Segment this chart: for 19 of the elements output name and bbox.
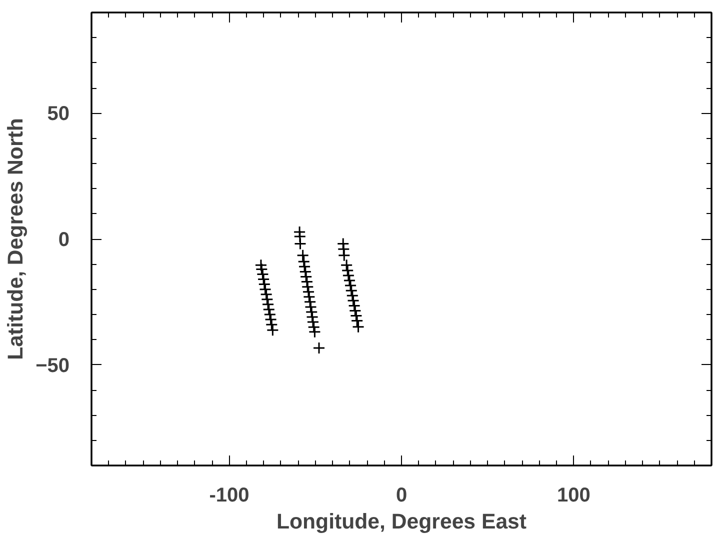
point: [266, 324, 279, 336]
point: [340, 258, 353, 272]
point: [294, 238, 306, 250]
point: [294, 230, 306, 243]
point: [352, 320, 365, 334]
y-axis-title: Latitude, Degrees North: [4, 118, 28, 360]
x-tick-label: 0: [396, 484, 408, 506]
x-tick-label: 100: [557, 484, 590, 506]
y-tick-label: 50: [47, 103, 70, 126]
point: [296, 249, 310, 262]
y-tick-label: −50: [36, 354, 70, 377]
y-tick-label: 0: [58, 229, 70, 251]
point: [308, 326, 321, 338]
point: [298, 255, 310, 268]
x-axis-title: Longitude, Degrees East: [276, 510, 527, 534]
x-tick-label: -100: [209, 484, 250, 506]
point: [312, 342, 326, 354]
point: [338, 249, 350, 262]
point: [254, 258, 268, 272]
